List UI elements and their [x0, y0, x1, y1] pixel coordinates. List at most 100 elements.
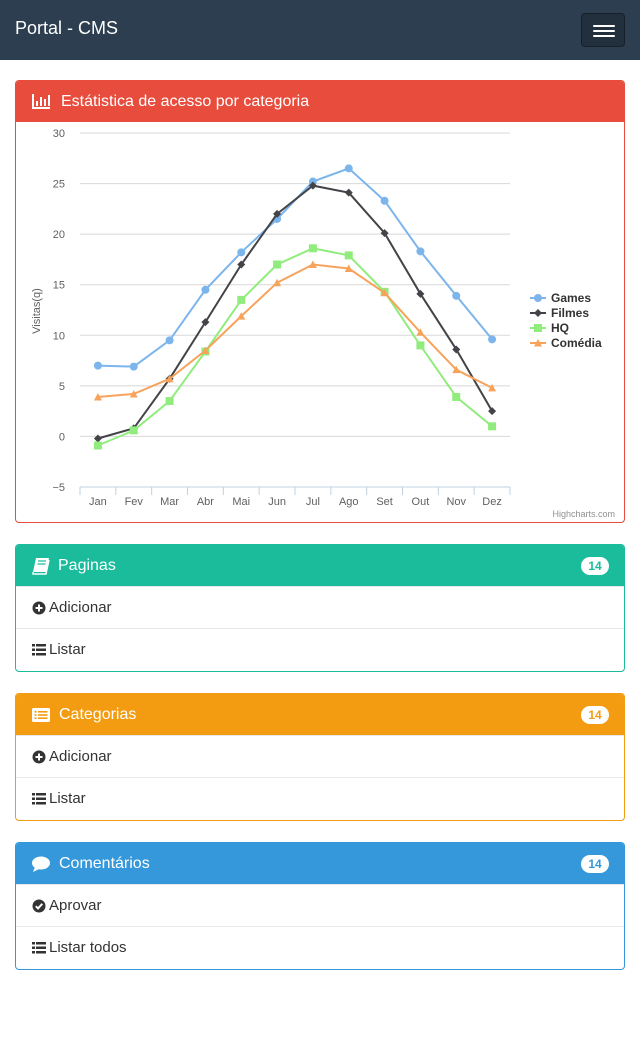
- plus-circle-icon: [32, 750, 46, 764]
- pages-add-item[interactable]: Adicionar: [16, 586, 624, 628]
- data-point[interactable]: [237, 312, 246, 320]
- pages-list-item[interactable]: Listar: [16, 628, 624, 670]
- series-line: [97, 184, 493, 440]
- x-tick-label: Jun: [268, 496, 286, 508]
- chart-credits[interactable]: Highcharts.com: [552, 509, 615, 519]
- data-point[interactable]: [273, 260, 282, 269]
- x-tick-label: Mai: [232, 496, 250, 508]
- legend-marker[interactable]: [534, 324, 542, 332]
- x-tick-label: Out: [412, 496, 430, 508]
- categories-panel-heading[interactable]: Categorias 14: [16, 694, 624, 735]
- data-point[interactable]: [488, 422, 497, 431]
- list-icon: [32, 942, 46, 954]
- data-point[interactable]: [201, 346, 210, 354]
- series-2: [93, 181, 497, 443]
- data-point[interactable]: [273, 278, 282, 287]
- data-point[interactable]: [129, 362, 138, 371]
- legend-marker[interactable]: [534, 294, 542, 302]
- pages-panel-title: Paginas: [58, 557, 116, 574]
- pages-panel-heading[interactable]: Paginas 14: [16, 545, 624, 586]
- data-point[interactable]: [165, 336, 174, 345]
- data-point[interactable]: [380, 229, 389, 238]
- data-point[interactable]: [344, 251, 353, 260]
- comments-approve-item[interactable]: Aprovar: [16, 884, 624, 926]
- data-point[interactable]: [308, 260, 317, 268]
- legend-label: Filmes: [551, 306, 589, 320]
- data-point[interactable]: [308, 177, 317, 186]
- data-point[interactable]: [416, 328, 425, 336]
- comment-icon: [32, 856, 50, 872]
- comments-list-all-label: Listar todos: [49, 939, 127, 956]
- series-line: [97, 167, 493, 368]
- series-1: [93, 164, 497, 371]
- legend-item[interactable]: Games: [530, 291, 591, 305]
- data-point[interactable]: [201, 285, 210, 294]
- data-point[interactable]: [452, 365, 461, 374]
- data-point[interactable]: [237, 248, 246, 257]
- data-point[interactable]: [380, 196, 389, 205]
- y-axis-label: Visitas(q): [31, 288, 43, 334]
- navbar: Portal - CMS: [0, 0, 640, 60]
- hamburger-icon-bar: [593, 35, 615, 37]
- legend-marker[interactable]: [534, 339, 542, 347]
- data-point[interactable]: [452, 291, 461, 300]
- plus-circle-icon: [32, 601, 46, 615]
- x-tick-label: Fev: [125, 496, 144, 508]
- data-point[interactable]: [380, 288, 389, 297]
- data-point[interactable]: [488, 407, 497, 416]
- data-point[interactable]: [344, 264, 353, 273]
- menu-toggle-button[interactable]: [581, 13, 625, 47]
- y-tick-label: 0: [59, 431, 65, 443]
- x-tick-label: Set: [376, 496, 393, 508]
- data-point[interactable]: [344, 164, 353, 173]
- x-tick-label: Mar: [160, 496, 179, 508]
- data-point[interactable]: [416, 247, 425, 256]
- comments-count-badge: 14: [581, 855, 609, 873]
- categories-list-label: Listar: [49, 790, 86, 807]
- data-point[interactable]: [416, 289, 425, 298]
- legend-marker[interactable]: [534, 309, 542, 317]
- data-point[interactable]: [488, 383, 497, 392]
- data-point[interactable]: [165, 397, 174, 406]
- comments-panel-heading[interactable]: Comentários 14: [16, 843, 624, 884]
- stats-panel-title: Estátistica de acesso por categoria: [61, 93, 310, 110]
- legend-item[interactable]: HQ: [530, 321, 569, 335]
- data-point[interactable]: [452, 392, 461, 401]
- data-point[interactable]: [201, 318, 210, 327]
- comments-panel-title: Comentários: [59, 855, 150, 872]
- data-point[interactable]: [308, 181, 317, 190]
- data-point[interactable]: [129, 426, 138, 435]
- categories-add-label: Adicionar: [49, 748, 112, 765]
- stats-panel-heading: Estátistica de acesso por categoria: [16, 81, 624, 122]
- data-point[interactable]: [129, 389, 138, 398]
- list-icon: [32, 644, 46, 656]
- y-tick-label: −5: [52, 482, 65, 494]
- data-point[interactable]: [308, 244, 317, 253]
- brand-link[interactable]: Portal - CMS: [15, 18, 119, 38]
- data-point[interactable]: [93, 392, 102, 401]
- categories-add-item[interactable]: Adicionar: [16, 735, 624, 777]
- series-4: [93, 260, 497, 401]
- legend-item[interactable]: Comédia: [530, 336, 602, 350]
- comments-list-all-item[interactable]: Listar todos: [16, 926, 624, 968]
- legend-item[interactable]: Filmes: [530, 306, 589, 320]
- data-point[interactable]: [344, 188, 353, 197]
- data-point[interactable]: [93, 361, 102, 370]
- data-point[interactable]: [488, 335, 497, 344]
- list-alt-icon: [32, 708, 50, 722]
- data-point[interactable]: [273, 209, 282, 218]
- y-tick-label: 25: [53, 179, 65, 191]
- data-point[interactable]: [416, 341, 425, 350]
- y-tick-label: 10: [53, 330, 65, 342]
- hamburger-icon-bar: [593, 30, 615, 32]
- data-point[interactable]: [452, 345, 461, 354]
- data-point[interactable]: [93, 441, 102, 450]
- categories-list-item[interactable]: Listar: [16, 777, 624, 819]
- data-point[interactable]: [165, 374, 174, 383]
- pages-list-label: Listar: [49, 641, 86, 658]
- data-point[interactable]: [237, 295, 246, 304]
- series-line: [97, 263, 493, 398]
- data-point[interactable]: [237, 260, 246, 269]
- data-point[interactable]: [93, 434, 102, 443]
- legend-label: HQ: [551, 321, 569, 335]
